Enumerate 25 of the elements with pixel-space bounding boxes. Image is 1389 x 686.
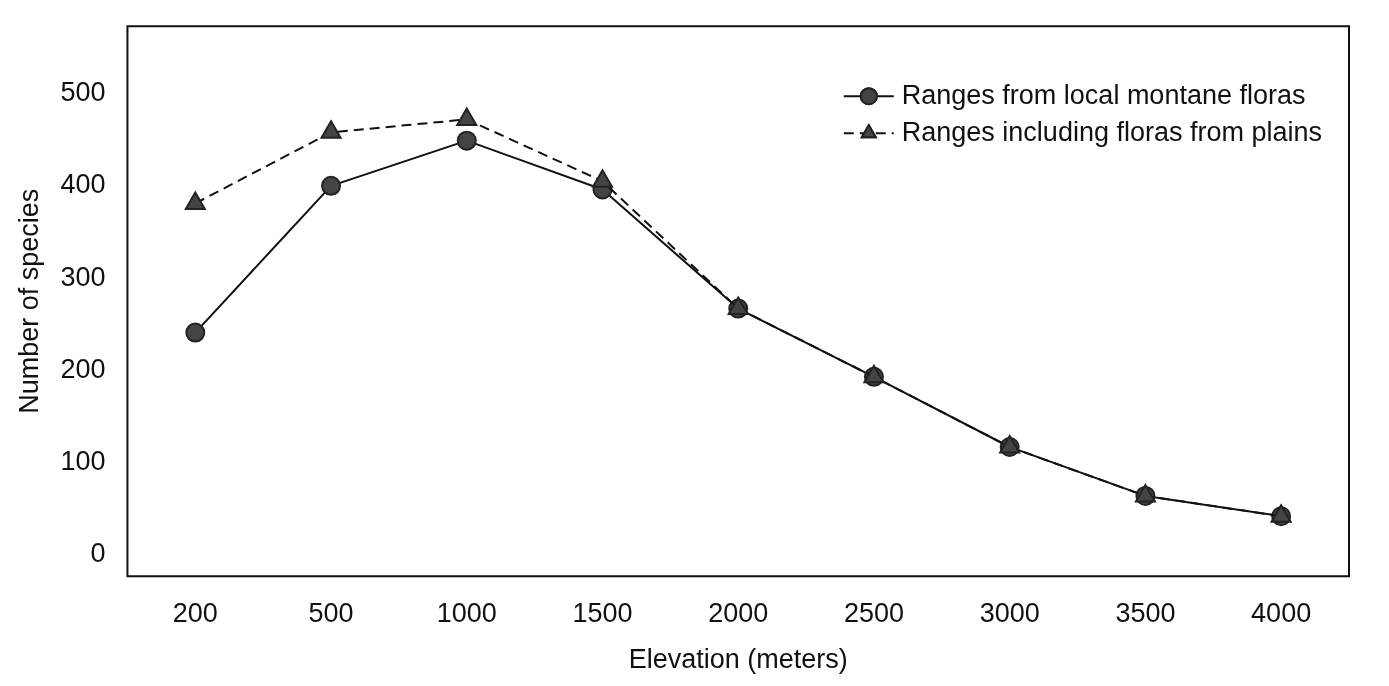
x-tick-label: 2500: [843, 597, 904, 628]
x-tick-label: 4000: [1251, 597, 1312, 628]
x-tick-label: 3000: [979, 597, 1040, 628]
y-axis-title: Number of species: [13, 188, 44, 414]
y-tick-label: 0: [90, 538, 106, 569]
legend-label: Ranges including floras from plains: [901, 116, 1322, 147]
point: [321, 175, 342, 196]
point: [320, 120, 342, 139]
y-tick-label: 500: [60, 77, 106, 108]
x-tick-label: 1000: [436, 597, 497, 628]
x-tick-label: 2000: [708, 597, 769, 628]
legend-label: Ranges from local montane floras: [901, 79, 1306, 110]
y-tick-label: 100: [60, 446, 106, 477]
x-axis-title: Elevation (meters): [628, 644, 848, 675]
point: [184, 191, 206, 210]
y-tick-label: 200: [60, 353, 106, 384]
y-tick-label: 400: [60, 169, 106, 200]
x-tick-label: 200: [172, 597, 218, 628]
y-tick-label: 300: [60, 261, 106, 292]
x-tick-label: 1500: [572, 597, 633, 628]
point: [185, 322, 206, 343]
point: [591, 169, 614, 188]
point: [456, 107, 478, 126]
x-tick-label: 3500: [1115, 597, 1176, 628]
x-tick-label: 500: [308, 597, 354, 628]
